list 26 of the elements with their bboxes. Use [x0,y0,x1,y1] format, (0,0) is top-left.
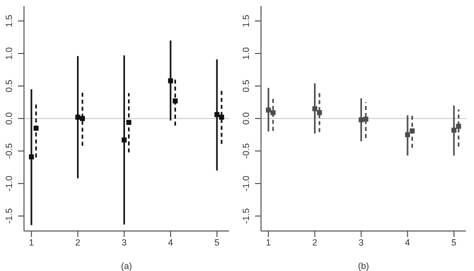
y-tick-label: 0.5 [4,80,14,92]
x-axis-title: (b) [358,261,369,271]
x-tick-label: 1 [28,237,34,248]
y-tick-label: 1.0 [241,47,251,60]
x-tick-label: 4 [168,237,174,248]
y-tick-label: -1.0 [4,176,14,192]
x-tick-label: 4 [405,237,410,248]
y-tick-label: 0.5 [241,80,251,92]
y-tick-label: -1.0 [241,176,251,192]
x-tick-label: 2 [75,237,80,248]
x-tick-label: 2 [312,237,318,248]
y-tick-label: -1.5 [241,208,251,224]
x-axis-title: (a) [121,261,132,271]
y-tick-label: 1.5 [4,14,14,28]
x-tick-label: 3 [358,237,364,248]
y-tick-label: -0.5 [241,143,251,159]
x-tick-label: 3 [122,237,127,248]
x-tick-label: 5 [451,237,456,248]
y-tick-label: 0.0 [241,112,251,125]
y-tick-label: -1.5 [4,208,14,224]
y-tick-label: 0.0 [4,112,14,125]
y-tick-label: -0.5 [4,143,14,159]
x-tick-label: 5 [214,237,220,248]
x-tick-label: 1 [266,237,271,248]
y-tick-label: 1.5 [241,14,251,28]
y-tick-label: 1.0 [4,47,14,60]
